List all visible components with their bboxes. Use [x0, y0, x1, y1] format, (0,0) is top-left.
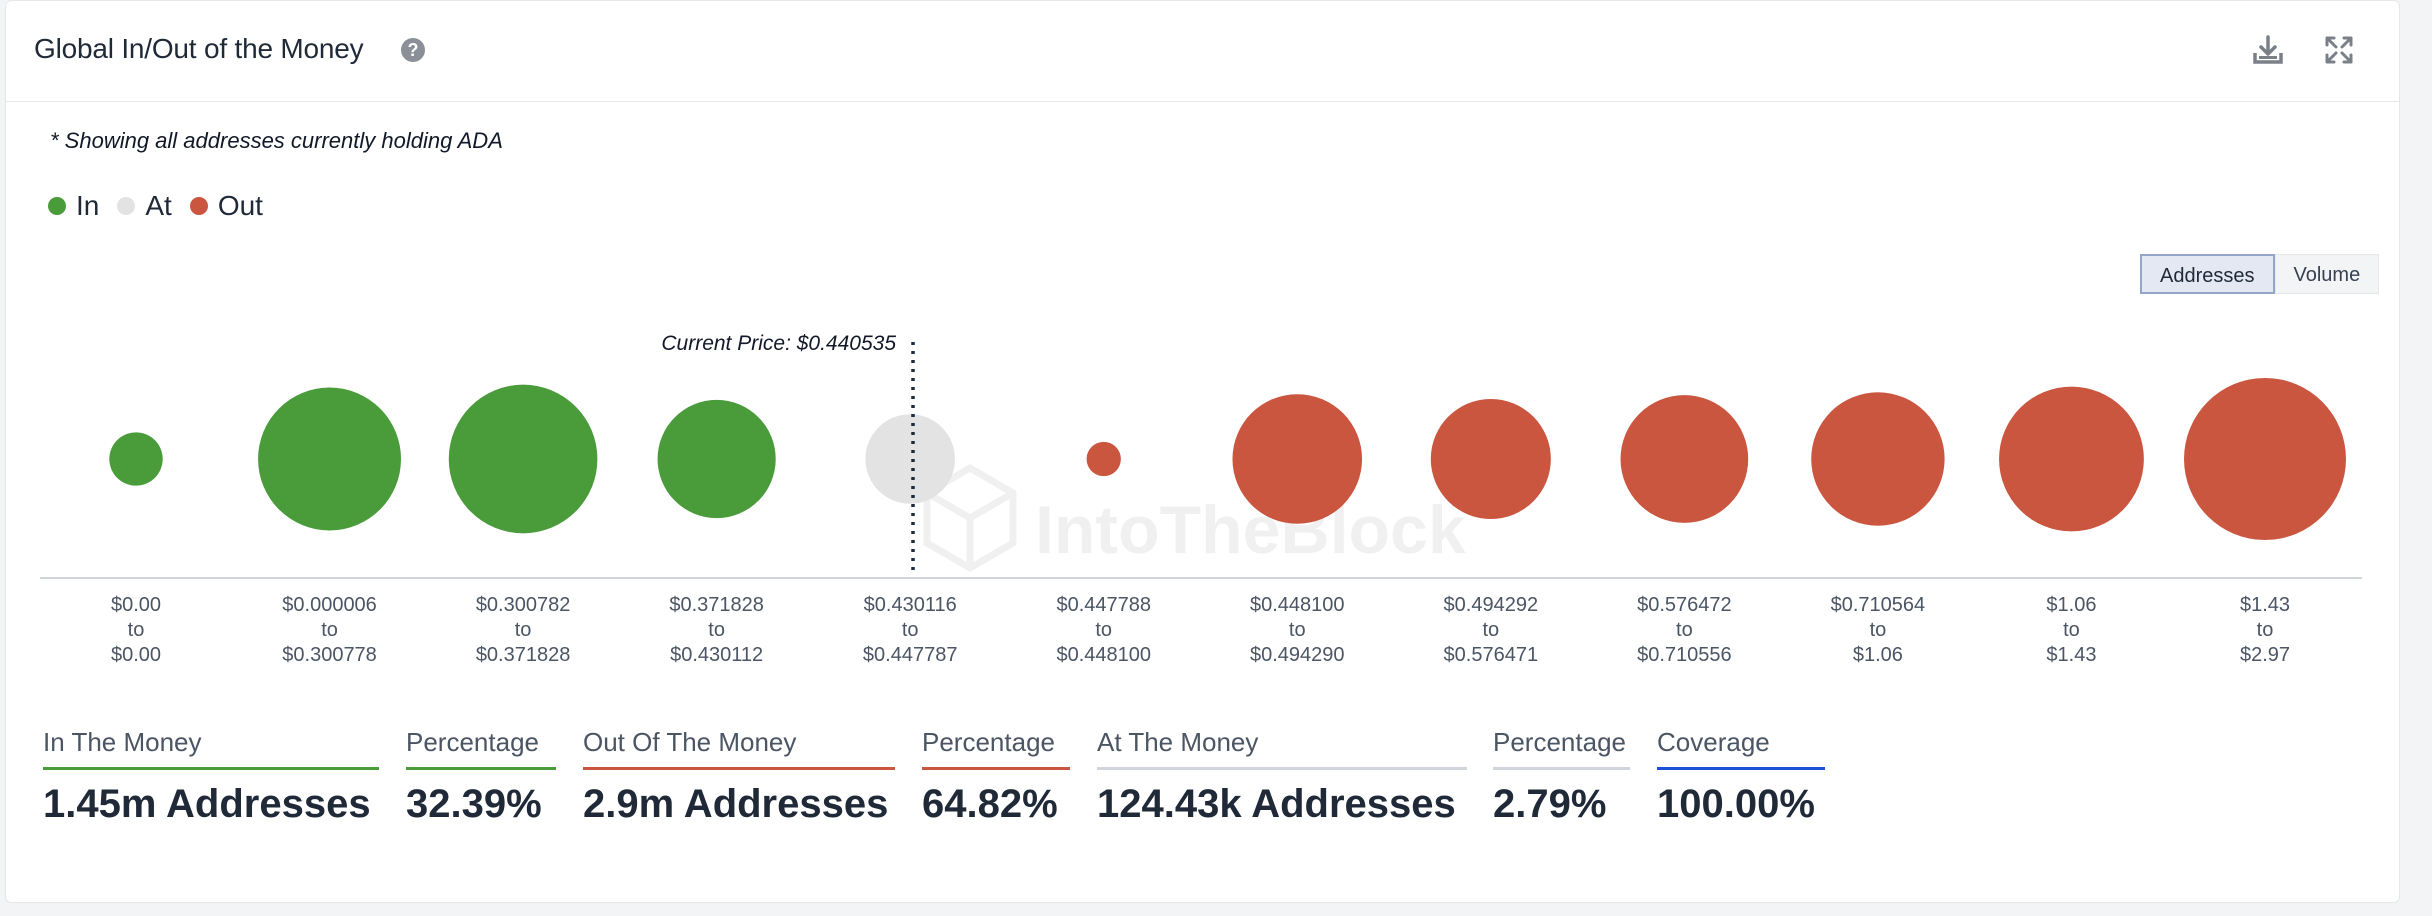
- metric-toggle: Addresses Volume: [2140, 254, 2380, 294]
- question-circle-icon[interactable]: ?: [401, 38, 425, 62]
- holding-note: * Showing all addresses currently holdin…: [50, 128, 503, 153]
- bucket-label-from: $1.43: [2240, 594, 2290, 616]
- bucket-label-from: $0.494292: [1444, 594, 1539, 616]
- stat-value: 124.43k Addresses: [1097, 782, 1456, 826]
- legend-item-at[interactable]: At: [117, 190, 172, 222]
- bucket-label-to: $0.576471: [1444, 644, 1539, 666]
- stat-label: Coverage: [1657, 725, 1825, 770]
- bucket-label-to: $0.371828: [476, 644, 571, 666]
- stat-at-percentage: Percentage 2.79%: [1493, 725, 1630, 827]
- legend-item-out[interactable]: Out: [189, 190, 263, 222]
- stat-label: Percentage: [1493, 725, 1630, 770]
- stat-label: Percentage: [406, 725, 556, 770]
- bucket-label-to: $0.448100: [1056, 644, 1151, 666]
- stat-coverage: Coverage 100.00%: [1657, 725, 1825, 827]
- bucket-range-separator: to: [515, 619, 532, 641]
- bucket-range-separator: to: [708, 619, 725, 641]
- legend-label-out: Out: [217, 190, 263, 221]
- bubble-out-7[interactable]: [1430, 398, 1551, 520]
- bubble-out-11[interactable]: [2184, 378, 2346, 540]
- legend: In At Out: [48, 190, 281, 222]
- bubble-in-3[interactable]: [657, 399, 776, 519]
- bubble-in-2[interactable]: [448, 384, 598, 534]
- bucket-label-to: $2.97: [2240, 644, 2290, 666]
- stat-label: At The Money: [1097, 725, 1467, 770]
- download-icon[interactable]: [2251, 33, 2285, 67]
- current-price-label: Current Price: $0.440535: [661, 332, 896, 355]
- legend-label-at: At: [145, 190, 172, 221]
- bucket-label-to: $0.494290: [1250, 644, 1345, 666]
- stat-label: Out Of The Money: [583, 725, 895, 770]
- bucket-label-to: $0.447787: [863, 644, 958, 666]
- stat-label: In The Money: [43, 725, 379, 770]
- watermark-text: IntoTheBlock: [1035, 492, 1466, 568]
- bucket-range-separator: to: [1676, 619, 1693, 641]
- legend-dot-at: [117, 197, 136, 215]
- expand-icon[interactable]: [2322, 33, 2356, 67]
- bucket-label-from: $0.448100: [1250, 594, 1345, 616]
- bucket-range-separator: to: [128, 619, 145, 641]
- bubble-out-9[interactable]: [1811, 392, 1945, 526]
- bucket-range-separator: to: [1870, 619, 1887, 641]
- bucket-label-from: $1.06: [2046, 594, 2096, 616]
- stat-value: 100.00%: [1657, 782, 1815, 826]
- legend-dot-in: [48, 197, 66, 215]
- bucket-label-to: $0.300778: [282, 644, 377, 666]
- card-title: Global In/Out of the Money: [34, 33, 364, 64]
- bucket-label-to: $1.06: [1853, 644, 1903, 666]
- stat-in-percentage: Percentage 32.39%: [406, 725, 556, 827]
- bubble-in-1[interactable]: [258, 387, 402, 531]
- bucket-label-from: $0.000006: [282, 594, 377, 616]
- bucket-label-from: $0.576472: [1637, 594, 1732, 616]
- bucket-range-separator: to: [1482, 619, 1499, 641]
- stat-value: 2.79%: [1493, 782, 1607, 826]
- bubble-out-6[interactable]: [1232, 394, 1363, 524]
- bucket-range-separator: to: [1095, 619, 1112, 641]
- bucket-label-from: $0.300782: [476, 594, 571, 616]
- bucket-label-from: $0.430116: [864, 594, 957, 616]
- bucket-label-to: $0.710556: [1637, 644, 1732, 666]
- bucket-range-separator: to: [2063, 619, 2080, 641]
- legend-label-in: In: [76, 190, 100, 221]
- watermark: IntoTheBlock: [923, 463, 1466, 573]
- bubble-in-0[interactable]: [109, 432, 163, 486]
- bubble-out-5[interactable]: [1086, 441, 1121, 477]
- stat-value: 1.45m Addresses: [43, 782, 371, 826]
- bucket-label-from: $0.710564: [1831, 594, 1926, 616]
- bubble-at-4[interactable]: [865, 414, 955, 504]
- stat-label: Percentage: [922, 725, 1070, 770]
- stat-value: 2.9m Addresses: [583, 782, 889, 826]
- bucket-label-to: $0.00: [111, 644, 161, 666]
- bucket-label-from: $0.371828: [669, 594, 764, 616]
- stat-out-of-the-money: Out Of The Money 2.9m Addresses: [583, 725, 895, 827]
- bucket-range-separator: to: [2257, 619, 2274, 641]
- stat-out-percentage: Percentage 64.82%: [922, 725, 1070, 827]
- bucket-range-separator: to: [902, 619, 919, 641]
- legend-dot-out: [189, 197, 208, 215]
- stat-value: 64.82%: [922, 782, 1058, 826]
- bucket-range-separator: to: [1289, 619, 1306, 641]
- addresses-toggle-button[interactable]: Addresses: [2140, 254, 2275, 294]
- bucket-label-to: $0.430112: [670, 644, 763, 666]
- volume-toggle-button[interactable]: Volume: [2274, 254, 2380, 294]
- bubble-out-10[interactable]: [1999, 386, 2144, 532]
- bucket-range-separator: to: [321, 619, 338, 641]
- bucket-label-from: $0.447788: [1056, 594, 1151, 616]
- stat-value: 32.39%: [406, 782, 542, 826]
- stat-at-the-money: At The Money 124.43k Addresses: [1097, 725, 1467, 827]
- bucket-label-from: $0.00: [111, 594, 161, 616]
- card-header: Global In/Out of the Money ?: [6, 1, 2399, 102]
- bubble-chart: IntoTheBlock Current Price: $0.440535 $0…: [40, 332, 2362, 666]
- legend-item-in[interactable]: In: [48, 190, 99, 222]
- bubble-out-8[interactable]: [1620, 395, 1749, 523]
- stat-in-the-money: In The Money 1.45m Addresses: [43, 725, 379, 827]
- bucket-label-to: $1.43: [2046, 644, 2096, 666]
